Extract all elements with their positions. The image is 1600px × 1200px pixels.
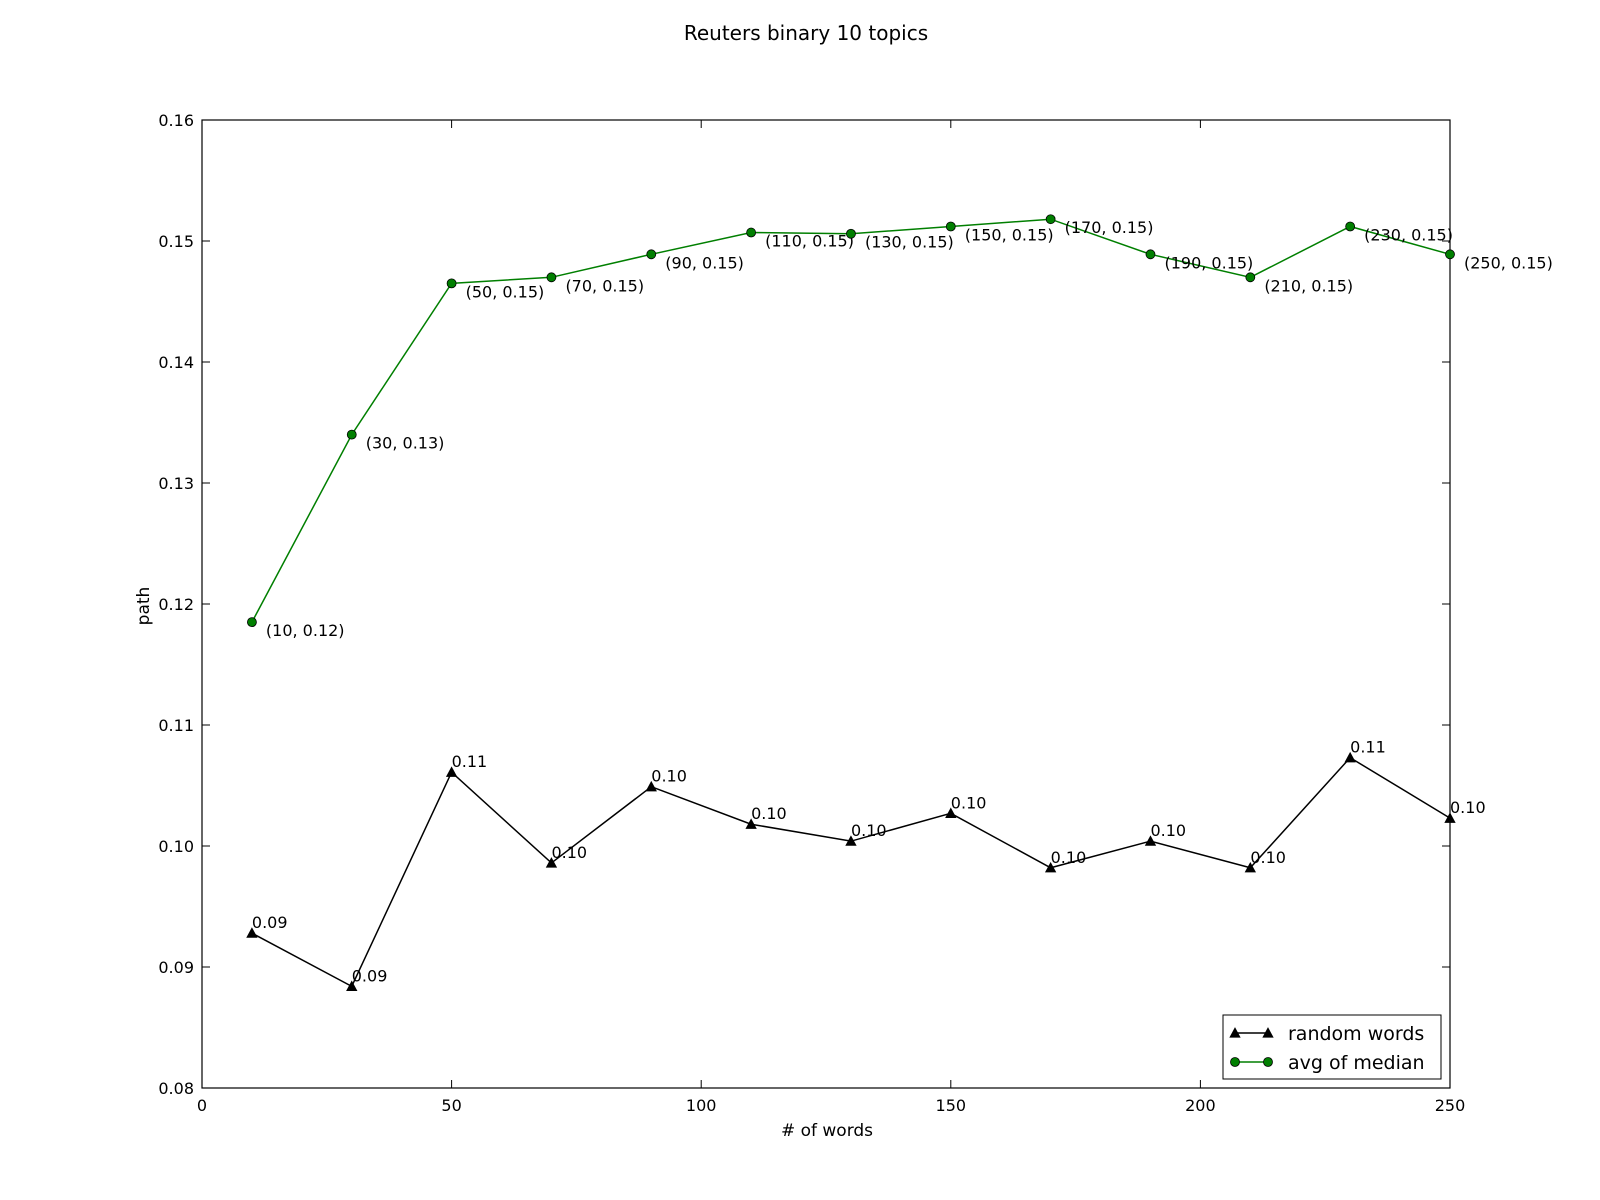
x-tick-label: 250	[1435, 1096, 1466, 1115]
data-label: (90, 0.15)	[665, 253, 744, 272]
legend-label: random words	[1288, 1023, 1424, 1045]
y-tick-label: 0.13	[158, 474, 194, 493]
series-layer: 0.09 0.09 0.11 0.10 0.10 0.10 0.10 0.10 0.10 0.10…	[246, 214, 1553, 992]
data-label: (110, 0.15)	[765, 232, 854, 251]
legend-item: random words	[1229, 1023, 1424, 1045]
data-label: (50, 0.15)	[466, 282, 545, 301]
data-point	[1345, 221, 1356, 232]
data-label: 0.11	[1350, 738, 1386, 757]
y-tick-label: 0.15	[158, 232, 194, 251]
plot-frame	[201, 119, 1451, 1089]
legend-item: avg of median	[1230, 1052, 1425, 1074]
legend-marker	[1230, 1057, 1240, 1067]
x-axis-label: # of words	[781, 1121, 873, 1141]
y-tick-label: 0.14	[158, 353, 194, 372]
series-random-words: 0.09 0.09 0.11 0.10 0.10 0.10 0.10 0.10 0.10 0.10…	[246, 738, 1486, 992]
y-tick-label: 0.10	[158, 837, 194, 856]
data-point	[846, 228, 856, 239]
data-label: (210, 0.15)	[1264, 276, 1353, 295]
legend-marker	[1262, 1027, 1274, 1038]
data-point	[646, 249, 657, 260]
y-tick-label: 0.09	[158, 958, 194, 977]
data-point	[845, 835, 857, 846]
x-tick-label: 100	[686, 1096, 717, 1115]
data-label: (30, 0.13)	[366, 434, 445, 453]
data-point	[945, 221, 956, 232]
data-point	[1144, 835, 1157, 846]
data-label: 0.10	[1150, 821, 1186, 840]
data-point	[1145, 249, 1156, 260]
data-point	[1045, 214, 1056, 225]
y-axis: 0.08 0.09 0.10 0.11 0.12 0.13 0.14 0.15 0.16	[158, 111, 1450, 1098]
y-tick-label: 0.12	[158, 595, 194, 614]
data-label: 0.09	[252, 913, 288, 932]
data-label: 0.10	[1051, 848, 1087, 867]
legend-marker	[1263, 1057, 1273, 1067]
data-label: (150, 0.15)	[965, 225, 1054, 244]
legend-marker	[1229, 1027, 1241, 1038]
data-point	[745, 818, 757, 829]
y-tick-label: 0.08	[158, 1079, 194, 1098]
data-point	[445, 766, 458, 777]
plot-area	[201, 119, 1451, 1089]
y-tick-label: 0.11	[158, 716, 194, 735]
data-label: 0.10	[751, 804, 787, 823]
data-label: (70, 0.15)	[565, 276, 644, 295]
data-point	[1244, 861, 1256, 873]
data-label: 0.09	[352, 966, 388, 985]
data-point	[546, 272, 557, 283]
data-point	[1444, 812, 1456, 823]
x-tick-label: 150	[936, 1096, 967, 1115]
x-axis: 0 50 100 150 200 250	[197, 120, 1465, 1115]
data-point	[446, 278, 457, 289]
legend-label: avg of median	[1288, 1052, 1425, 1074]
data-label: (10, 0.12)	[266, 621, 345, 640]
data-label: 0.10	[851, 821, 887, 840]
data-label: (130, 0.15)	[865, 233, 954, 252]
data-point	[945, 807, 957, 818]
data-point	[1445, 249, 1455, 260]
data-label: 0.10	[1450, 798, 1486, 817]
data-point	[1344, 751, 1356, 763]
data-label: 0.10	[551, 843, 587, 862]
x-tick-label: 50	[441, 1096, 461, 1115]
x-tick-label: 0	[197, 1096, 207, 1115]
data-point	[1245, 272, 1256, 283]
data-point	[246, 927, 258, 938]
data-point	[545, 857, 558, 868]
data-point	[1044, 861, 1057, 873]
series-avg-of-median: (10, 0.12) (30, 0.13) (50, 0.15) (70, 0.15)…	[247, 214, 1553, 640]
y-tick-label: 0.16	[158, 111, 194, 130]
chart-title: Reuters binary 10 topics	[684, 21, 928, 45]
data-point	[247, 617, 257, 628]
x-tick-label: 200	[1185, 1096, 1216, 1115]
legend: random words avg of median	[1222, 1014, 1442, 1080]
data-point	[346, 980, 358, 992]
data-point	[346, 429, 357, 440]
data-label: 0.10	[651, 767, 687, 786]
data-point	[746, 227, 757, 238]
data-label: (230, 0.15)	[1364, 225, 1453, 244]
y-axis-label: path	[134, 587, 154, 626]
legend-box	[1222, 1014, 1442, 1080]
data-point	[645, 780, 657, 792]
data-label: 0.10	[1250, 848, 1286, 867]
data-label: 0.10	[951, 793, 987, 812]
data-label: (250, 0.15)	[1464, 253, 1553, 272]
data-label: (190, 0.15)	[1164, 253, 1253, 272]
data-label: (170, 0.15)	[1065, 218, 1154, 237]
data-label: 0.11	[452, 752, 488, 771]
